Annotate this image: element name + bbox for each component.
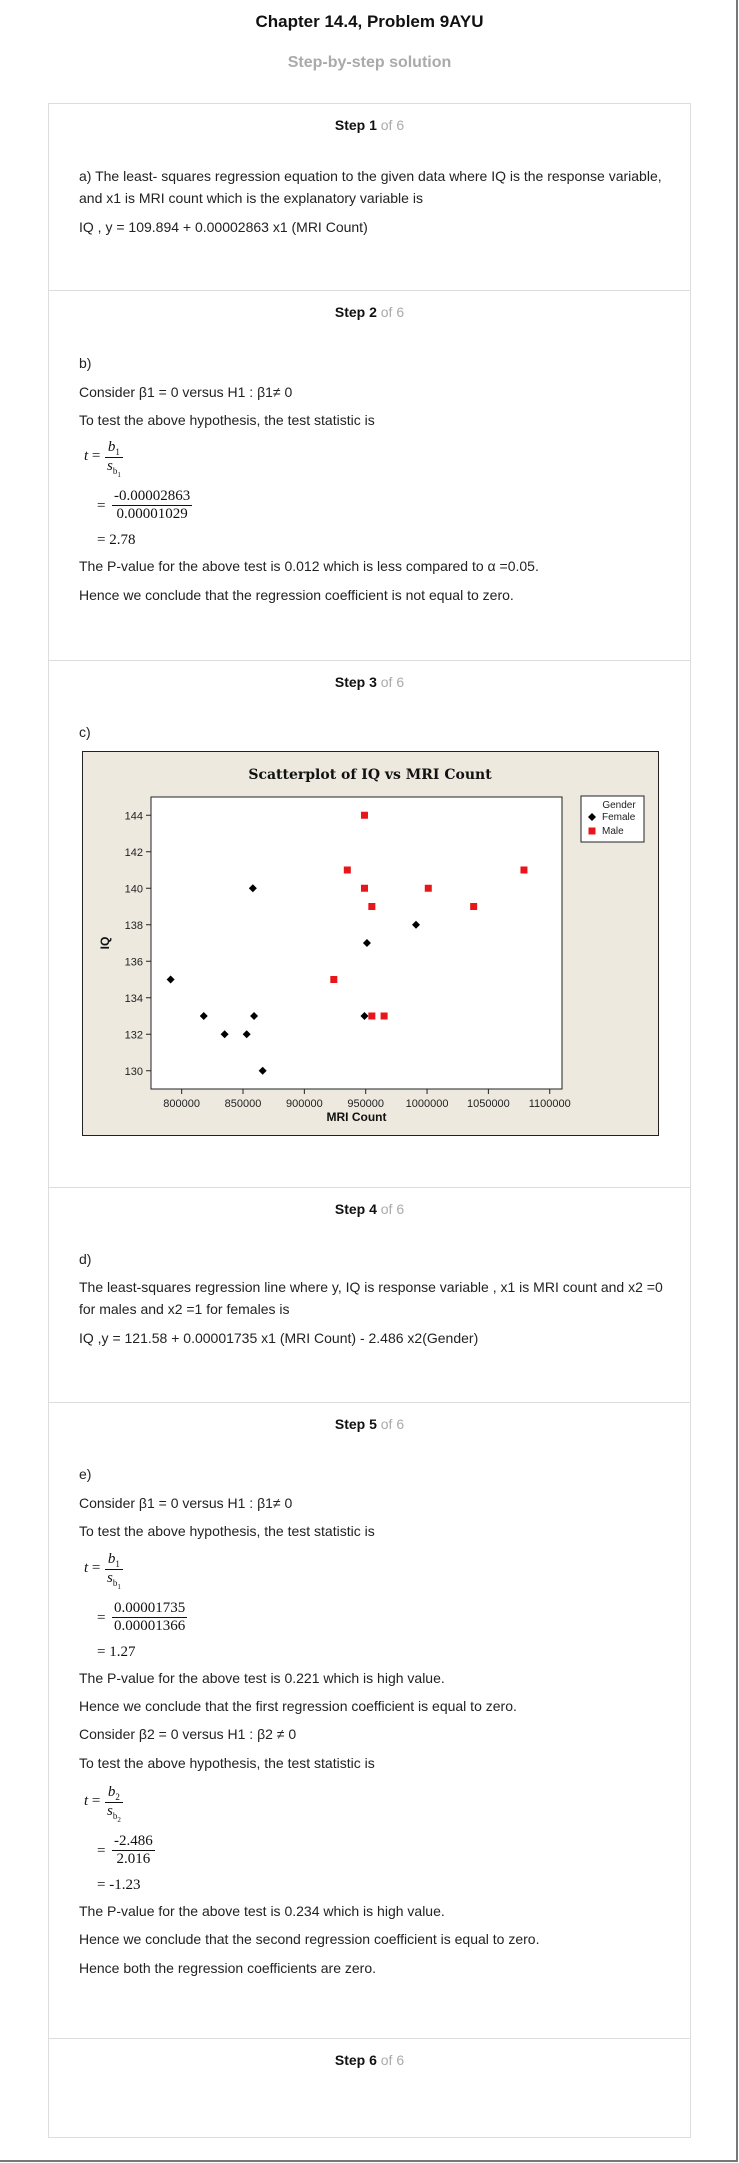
x-tick-label: 950000 <box>347 1098 384 1110</box>
t2-value-fraction: -2.486 2.016 <box>112 1833 155 1867</box>
female-point <box>220 1030 229 1039</box>
female-point <box>248 884 257 893</box>
t1-equals: = <box>97 1610 106 1626</box>
step-5-title: Step 5 of 6 <box>334 1416 405 1432</box>
y-tick-label: 136 <box>125 956 143 968</box>
x-tick-label: 800000 <box>163 1098 200 1110</box>
step-4-title: Step 4 of 6 <box>334 1201 405 1217</box>
male-point <box>520 866 528 874</box>
y-tick-label: 132 <box>125 1029 143 1041</box>
male-point <box>470 903 478 910</box>
step-4-text: The least-squares regression line where … <box>79 1279 663 1317</box>
male-point <box>380 1012 388 1020</box>
test-statistic-1-text: To test the above hypothesis, the test s… <box>79 1523 375 1539</box>
x-tick-label: 900000 <box>286 1098 323 1110</box>
y-tick-label: 134 <box>125 993 143 1005</box>
chapter-title: Chapter 14.4, Problem 9AYU <box>255 12 484 31</box>
t1-result: = 1.27 <box>97 1644 136 1660</box>
female-point <box>242 1030 251 1039</box>
hypothesis-1-text: Consider β1 = 0 versus H1 : β1≠ 0 <box>79 1495 293 1511</box>
step-card-6: Step 6 of 6 <box>48 2038 691 2138</box>
hypothesis-text: Consider β1 = 0 versus H1 : β1≠ 0 <box>79 384 293 400</box>
step-card-1: Step 1 of 6 a) The least- squares regres… <box>48 103 691 291</box>
step-4-equation: IQ ,y = 121.58 + 0.00001735 x1 (MRI Coun… <box>79 1330 479 1346</box>
step-card-2: Step 2 of 6 b) Consider β1 = 0 versus H1… <box>48 290 691 661</box>
legend-title: Gender <box>602 800 636 811</box>
legend-marker-female <box>588 813 596 821</box>
y-axis-label: IQ <box>98 937 112 950</box>
male-point <box>330 976 338 983</box>
part-b-label: b) <box>79 355 92 371</box>
male-point <box>343 866 351 874</box>
p-value-1-text: The P-value for the above test is 0.221 … <box>79 1670 445 1686</box>
plot-area <box>150 796 563 1090</box>
step-6-title: Step 6 of 6 <box>334 2052 405 2068</box>
t-formula-fraction: b1 sb1 <box>105 439 123 479</box>
male-point <box>424 884 432 892</box>
t1-value-fraction: 0.00001735 0.00001366 <box>112 1600 188 1634</box>
male-point <box>360 884 368 892</box>
t1-symbol: t = <box>84 1560 101 1576</box>
part-c-label: c) <box>79 724 91 740</box>
step-card-5: Step 5 of 6 e) Consider β1 = 0 versus H1… <box>48 1402 691 2039</box>
y-tick-label: 140 <box>125 883 143 895</box>
part-d-label: d) <box>79 1251 92 1267</box>
p-value-text: The P-value for the above test is 0.012 … <box>79 558 539 574</box>
test-statistic-text: To test the above hypothesis, the test s… <box>79 412 375 428</box>
t1-formula-fraction: b1 sb1 <box>105 1551 123 1591</box>
conclusion-2-text: Hence we conclude that the second regres… <box>79 1931 540 1947</box>
female-point <box>362 939 371 947</box>
equals-sign: = <box>97 498 106 514</box>
hypothesis-2-text: Consider β2 = 0 versus H1 : β2 ≠ 0 <box>79 1726 297 1742</box>
x-tick-label: 1100000 <box>529 1098 571 1110</box>
step-2-title: Step 2 of 6 <box>334 304 405 320</box>
t-value-fraction: -0.00002863 0.00001029 <box>112 488 193 522</box>
male-point <box>368 903 376 910</box>
y-tick-label: 144 <box>125 810 143 822</box>
y-tick-label: 138 <box>125 920 143 932</box>
y-tick-label: 130 <box>125 1066 143 1078</box>
x-tick-label: 1000000 <box>406 1098 449 1110</box>
test-statistic-2-text: To test the above hypothesis, the test s… <box>79 1755 375 1771</box>
part-e-label: e) <box>79 1466 92 1482</box>
female-point <box>360 1012 369 1020</box>
x-tick-label: 1050000 <box>467 1098 510 1110</box>
y-tick-label: 142 <box>125 847 143 859</box>
t-result: = 2.78 <box>97 532 136 548</box>
legend-marker-male <box>588 827 596 835</box>
conclusion-text: Hence we conclude that the regression co… <box>79 587 514 603</box>
legend-label-female: Female <box>602 812 636 823</box>
female-point <box>166 975 175 984</box>
chart-title: Scatterplot of IQ vs MRI Count <box>248 767 492 783</box>
step-3-title: Step 3 of 6 <box>334 674 405 690</box>
male-point <box>368 1012 376 1020</box>
t2-result: = -1.23 <box>97 1877 141 1893</box>
p-value-2-text: The P-value for the above test is 0.234 … <box>79 1903 445 1919</box>
female-point <box>199 1012 208 1020</box>
solution-subtitle: Step-by-step solution <box>287 54 452 71</box>
female-point <box>250 1012 259 1020</box>
step-1-text: a) The least- squares regression equatio… <box>79 168 662 206</box>
step-card-4: Step 4 of 6 d) The least-squares regress… <box>48 1187 691 1403</box>
x-axis-label: MRI Count <box>327 1110 387 1124</box>
step-card-3: Step 3 of 6 c) Scatterplot of IQ vs MRI … <box>48 660 691 1188</box>
step-1-title: Step 1 of 6 <box>334 117 405 133</box>
scatterplot-svg: Scatterplot of IQ vs MRI Count 800000 8500… <box>98 767 645 1124</box>
final-conclusion-text: Hence both the regression coefficients a… <box>79 1960 377 1976</box>
x-tick-label: 850000 <box>225 1098 262 1110</box>
t2-formula-fraction: b2 sb2 <box>105 1784 123 1824</box>
t-symbol: t = <box>84 448 101 464</box>
t2-symbol: t = <box>84 1793 101 1809</box>
scatterplot-chart: Scatterplot of IQ vs MRI Count 800000 8500… <box>82 751 659 1136</box>
male-point <box>360 811 368 819</box>
female-point <box>258 1066 267 1075</box>
female-point <box>412 920 421 929</box>
step-1-equation: IQ , y = 109.894 + 0.00002863 x1 (MRI Co… <box>79 219 368 235</box>
legend-label-male: Male <box>602 826 624 837</box>
t2-equals: = <box>97 1843 106 1859</box>
conclusion-1-text: Hence we conclude that the first regress… <box>79 1698 517 1714</box>
